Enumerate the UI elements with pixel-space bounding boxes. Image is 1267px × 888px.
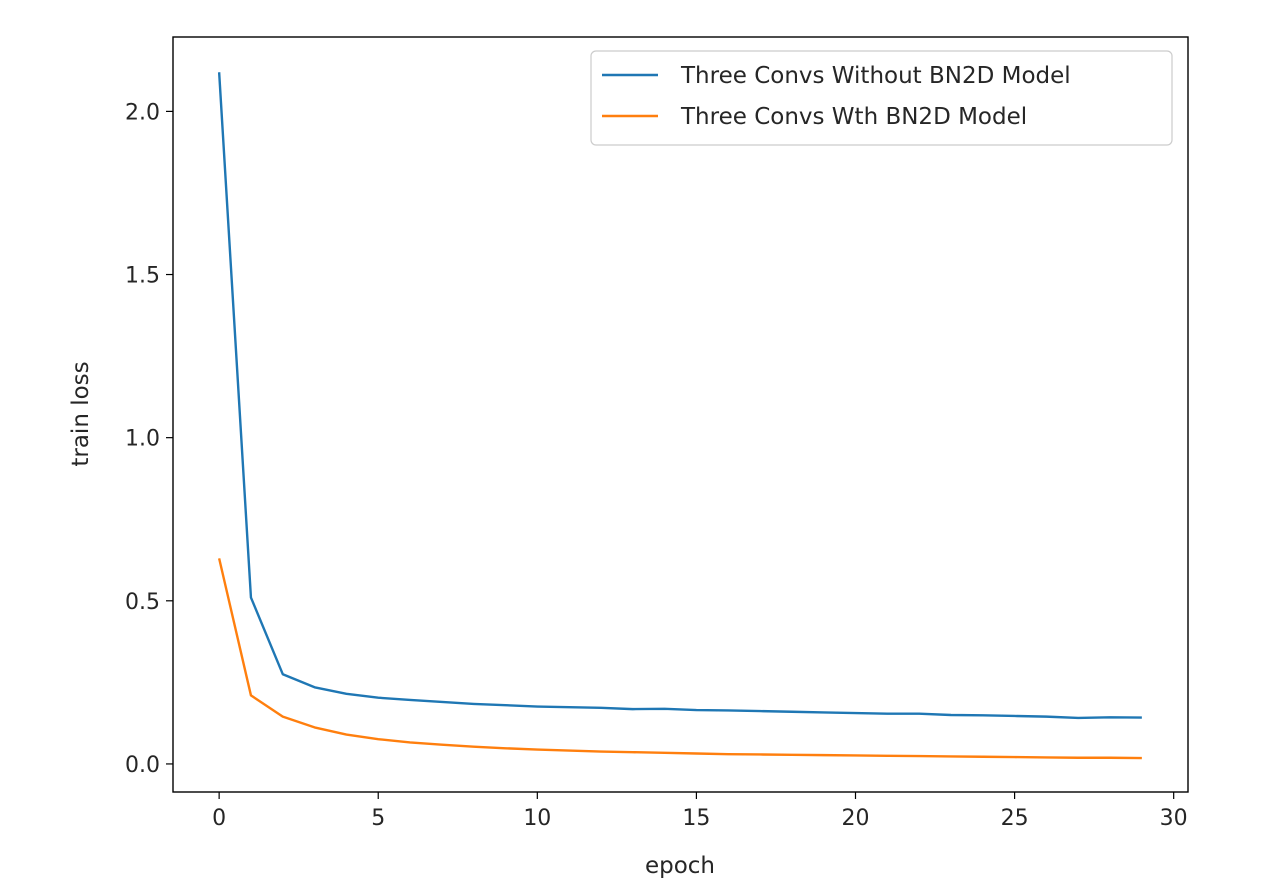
ticks-layer: 0 5 10 15 20 25 30 0.0 0.5 1.0 1.5 2.0 [125,100,1188,831]
y-tick-label: 1.0 [125,427,160,452]
legend-label-series-1: Three Convs Without BN2D Model [680,63,1071,89]
legend-box [590,50,1173,146]
series-layer [217,72,1142,760]
y-tick-label: 0.5 [125,590,160,615]
x-tick-label: 25 [1001,806,1029,831]
plot-frame [172,36,1189,793]
x-tick-label: 10 [523,806,551,831]
x-tick-label: 15 [682,806,710,831]
y-tick-label: 1.5 [125,264,160,289]
x-tick-label: 20 [842,806,870,831]
y-tick-label: 2.0 [125,100,160,125]
x-tick-label: 5 [371,806,385,831]
legend: Three Convs Without BN2D Model Three Con… [590,50,1173,146]
series-line-2 [217,558,1142,760]
y-axis-label: train loss [68,361,94,466]
y-tick-label: 0.0 [125,753,160,778]
series-line-1 [217,72,1142,720]
x-axis-label: epoch [645,853,715,879]
x-tick-label: 30 [1160,806,1188,831]
legend-label-series-2: Three Convs Wth BN2D Model [680,104,1027,130]
x-tick-label: 0 [212,806,226,831]
